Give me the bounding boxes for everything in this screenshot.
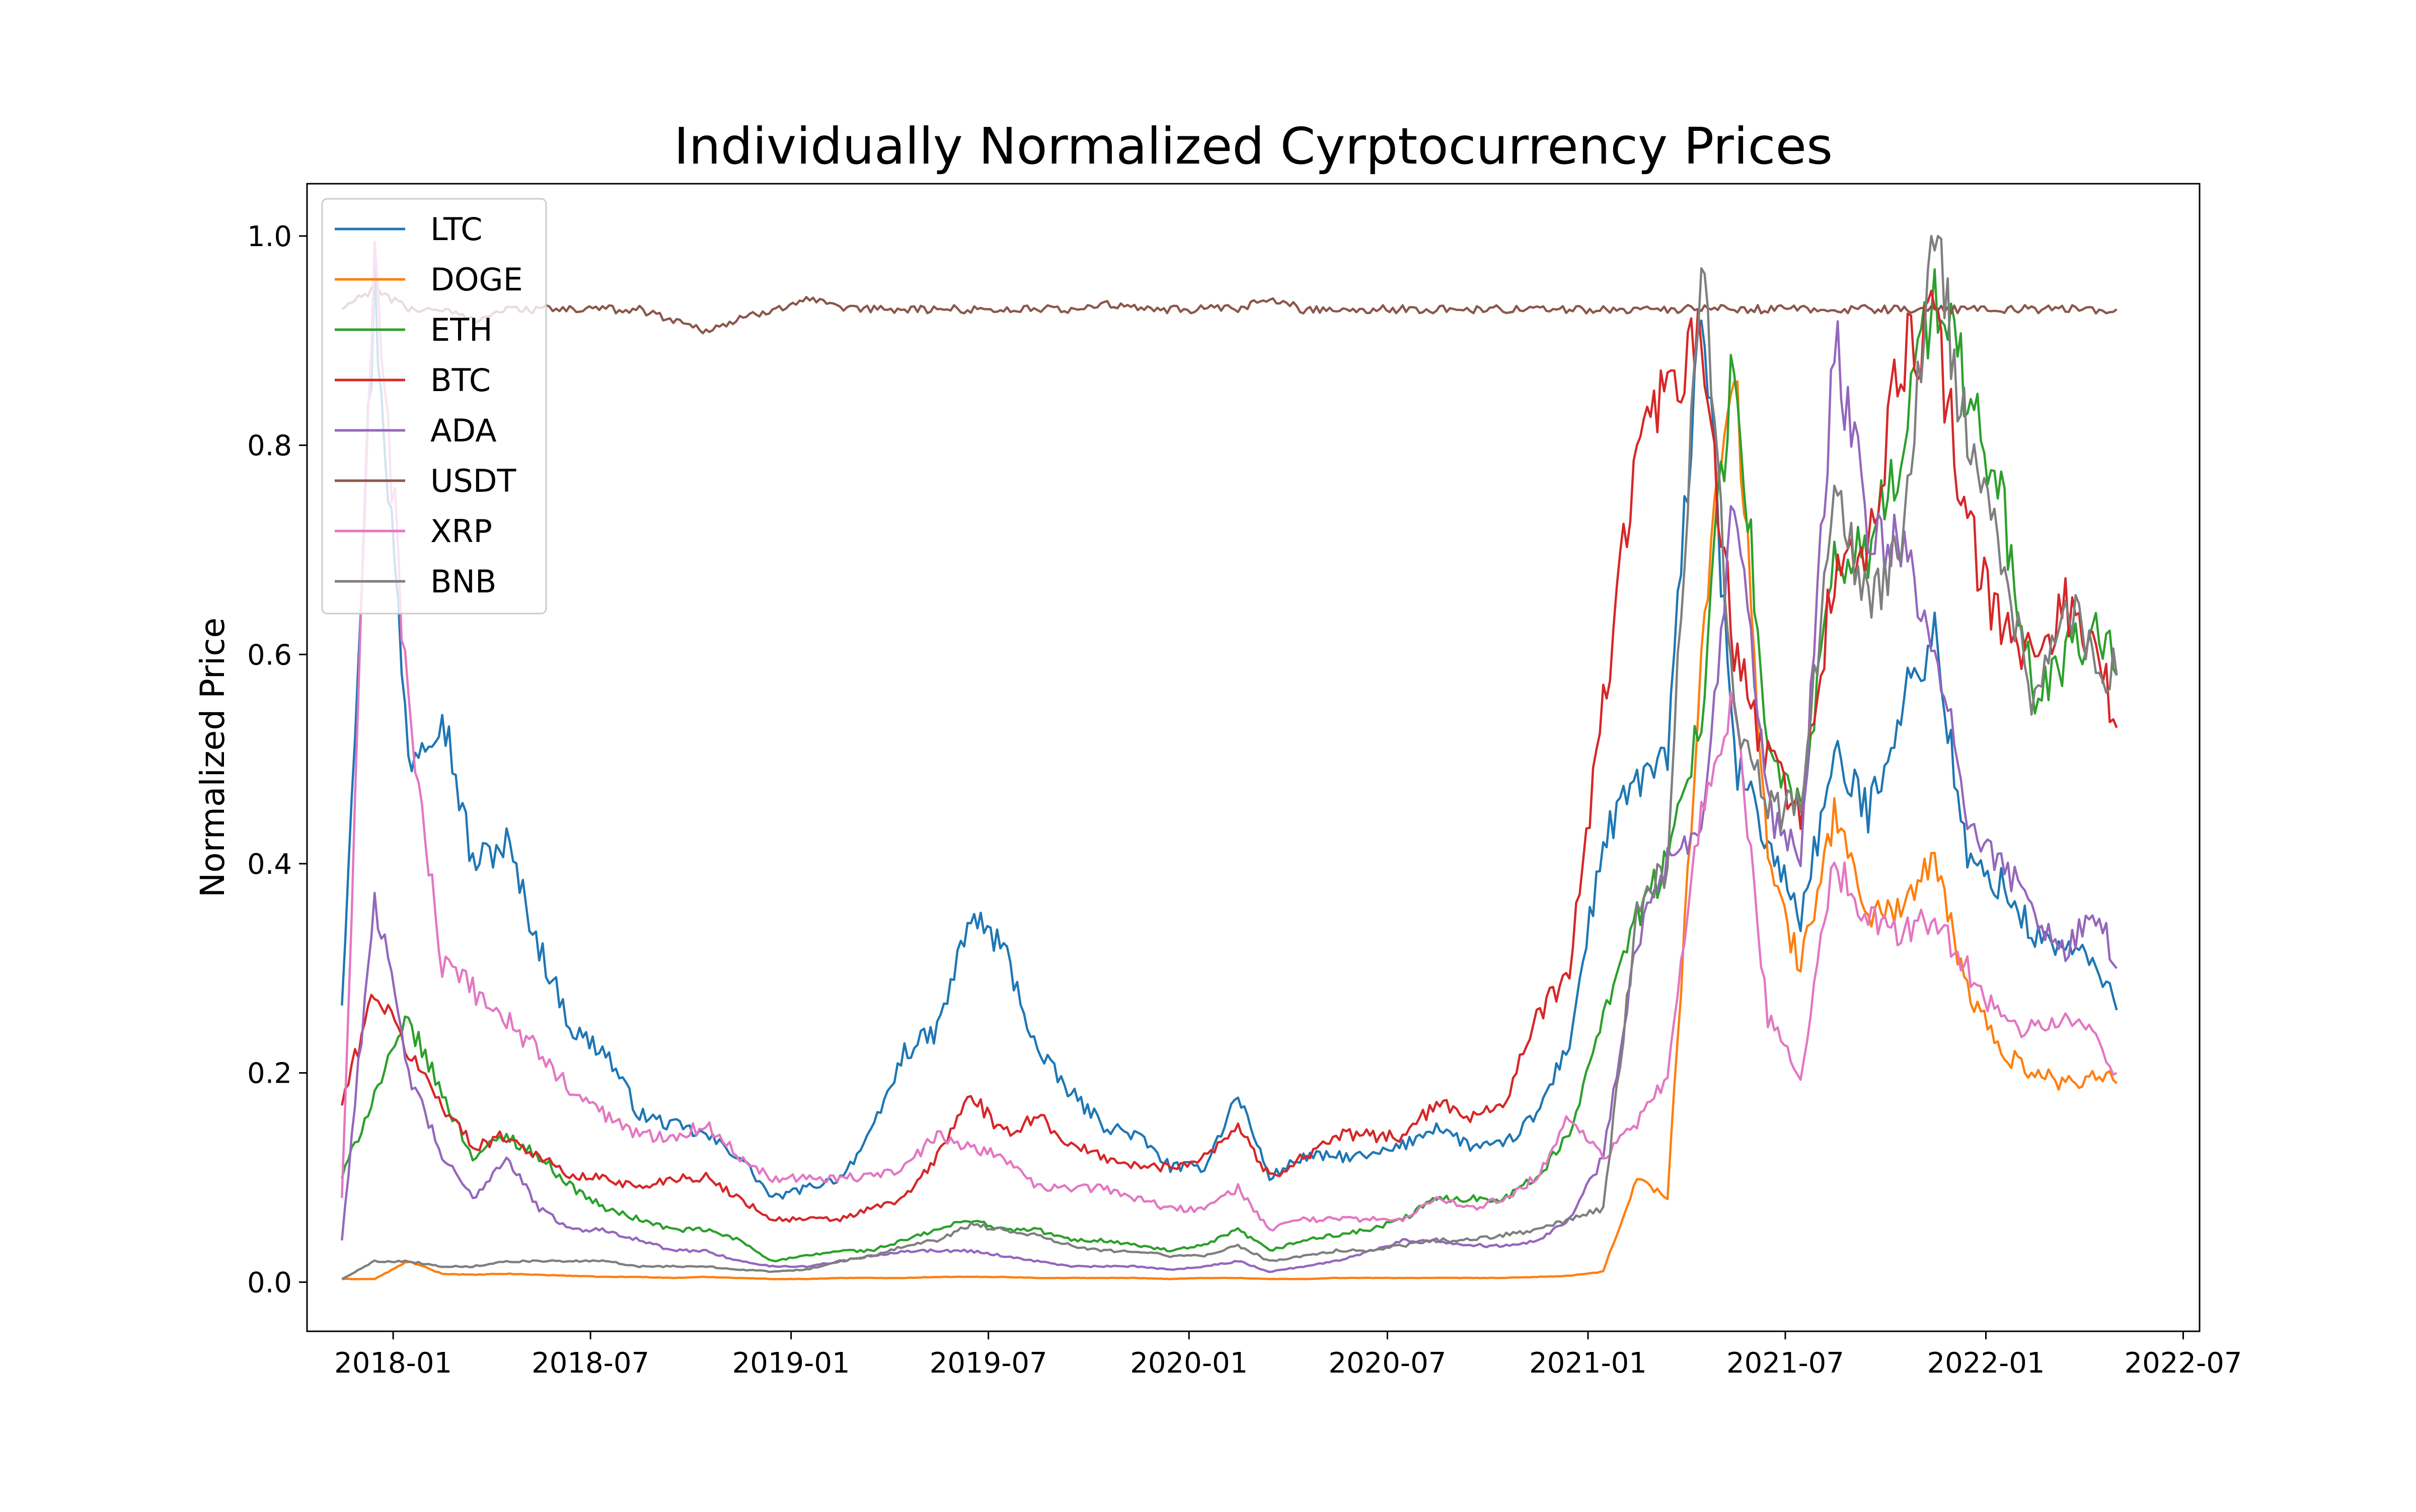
x-tick-label: 2021-07 (1726, 1347, 1844, 1380)
series-line-usdt (341, 283, 2118, 335)
x-tick-label: 2019-07 (930, 1347, 1047, 1380)
y-tick-label: 0.4 (247, 848, 292, 881)
legend-label: LTC (430, 211, 483, 248)
x-tick-label: 2018-07 (532, 1347, 649, 1380)
series-line-btc (341, 289, 2118, 1223)
legend-label: DOGE (430, 261, 523, 298)
series-line-doge (342, 380, 2118, 1280)
y-axis-label: Normalized Price (193, 618, 232, 897)
x-tick-label: 2021-01 (1529, 1347, 1647, 1380)
legend-label: BNB (430, 563, 496, 600)
series-line-bnb (341, 235, 2118, 1280)
x-axis: 2018-01 2018-07 2019-01 2019-07 2020-01 2020-… (334, 1331, 2242, 1380)
x-tick-label: 2022-07 (2125, 1347, 2242, 1380)
y-tick-label: 1.0 (247, 220, 292, 253)
plot-frame (306, 183, 2201, 1332)
x-tick-label: 2020-01 (1130, 1347, 1248, 1380)
legend-label: ETH (430, 312, 493, 348)
series-line-xrp (341, 241, 2118, 1232)
chart-title: Individually Normalized Cyrptocurrency P… (674, 117, 1833, 176)
legend-label: USDT (430, 463, 516, 499)
legend: LTC DOGE ETH BTC ADA USDT XRP BNB (321, 198, 547, 615)
series-line-ltc (341, 259, 2118, 1200)
legend-label: BTC (430, 362, 491, 399)
y-axis: 0.0 0.2 0.4 0.6 0.8 1.0 (247, 220, 307, 1299)
series-line-ada (341, 320, 2118, 1273)
x-tick-label: 2022-01 (1927, 1347, 2045, 1380)
legend-box (321, 198, 547, 615)
y-tick-label: 0.0 (247, 1266, 292, 1299)
x-tick-label: 2020-07 (1328, 1347, 1446, 1380)
legend-label: ADA (430, 412, 496, 449)
y-tick-label: 0.8 (247, 430, 292, 463)
y-tick-label: 0.6 (247, 639, 292, 671)
x-tick-label: 2019-01 (732, 1347, 850, 1380)
x-tick-label: 2018-01 (334, 1347, 452, 1380)
legend-label: XRP (430, 513, 492, 550)
y-tick-label: 0.2 (247, 1057, 292, 1090)
plot-lines (341, 235, 2118, 1280)
